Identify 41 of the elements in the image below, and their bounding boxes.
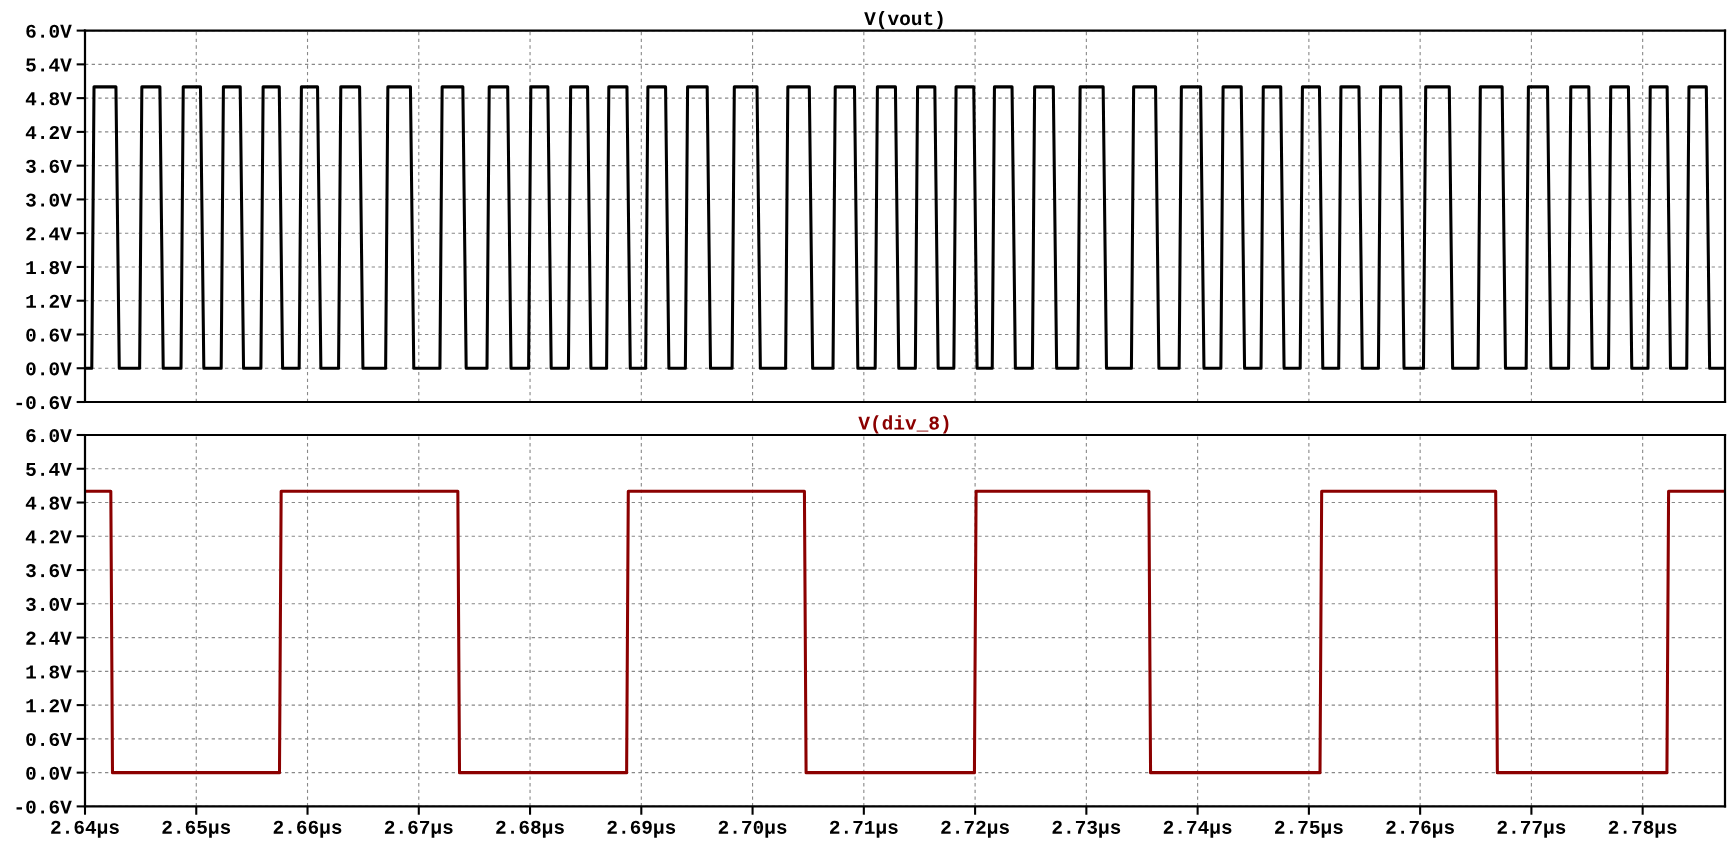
chart-title: V(div_8) — [858, 415, 949, 434]
x-tick-label: 2.77µs — [1497, 820, 1566, 838]
y-tick-label: 2.4V — [26, 227, 72, 241]
y-tick-label: 6.0V — [26, 24, 72, 38]
x-tick-label: 2.69µs — [607, 820, 676, 838]
y-tick-label: 0.6V — [26, 732, 72, 747]
y-tick-label: 0.6V — [26, 328, 72, 342]
x-tick-label: 2.64µs — [51, 820, 119, 838]
y-tick-label: 0.0V — [26, 766, 72, 780]
y-tick-label: 1.8V — [26, 665, 72, 679]
y-tick-label: 5.4V — [26, 58, 72, 72]
y-tick-label: 3.0V — [26, 597, 72, 612]
x-tick-label: 2.78µs — [1608, 820, 1677, 838]
x-tick-label: 2.75µs — [1275, 820, 1343, 838]
y-tick-label: -0.6V — [16, 800, 72, 814]
x-tick-label: 2.67µs — [384, 820, 453, 838]
y-tick-label: 1.2V — [26, 699, 72, 713]
y-tick-label: 4.2V — [25, 530, 72, 544]
y-tick-label: 6.0V — [26, 429, 72, 443]
y-tick-label: 3.6V — [26, 564, 72, 578]
y-tick-label: 4.8V — [25, 92, 72, 106]
x-tick-label: 2.71µs — [829, 820, 898, 838]
y-tick-label: 1.8V — [26, 260, 72, 275]
y-tick-label: 4.2V — [25, 125, 72, 139]
y-tick-label: 4.8V — [25, 496, 72, 510]
y-tick-label: 3.6V — [26, 159, 72, 173]
x-tick-label: 2.68µs — [496, 820, 564, 838]
y-tick-label: -0.6V — [16, 396, 72, 410]
y-tick-label: 5.4V — [26, 463, 72, 476]
x-tick-label: 2.70µs — [718, 820, 787, 838]
x-tick-label: 2.72µs — [941, 820, 1009, 838]
chart-title: V(vout) — [864, 10, 943, 30]
x-tick-label: 2.76µs — [1386, 820, 1454, 838]
y-tick-label: 0.0V — [26, 362, 72, 376]
y-tick-label: 2.4V — [26, 631, 72, 645]
y-tick-label: 3.0V — [26, 193, 72, 207]
x-tick-label: 2.73µs — [1052, 820, 1121, 838]
x-tick-label: 2.66µs — [273, 820, 342, 838]
x-tick-label: 2.65µs — [162, 820, 231, 838]
x-tick-label: 2.74µs — [1163, 820, 1232, 838]
y-tick-label: 1.2V — [26, 294, 72, 308]
